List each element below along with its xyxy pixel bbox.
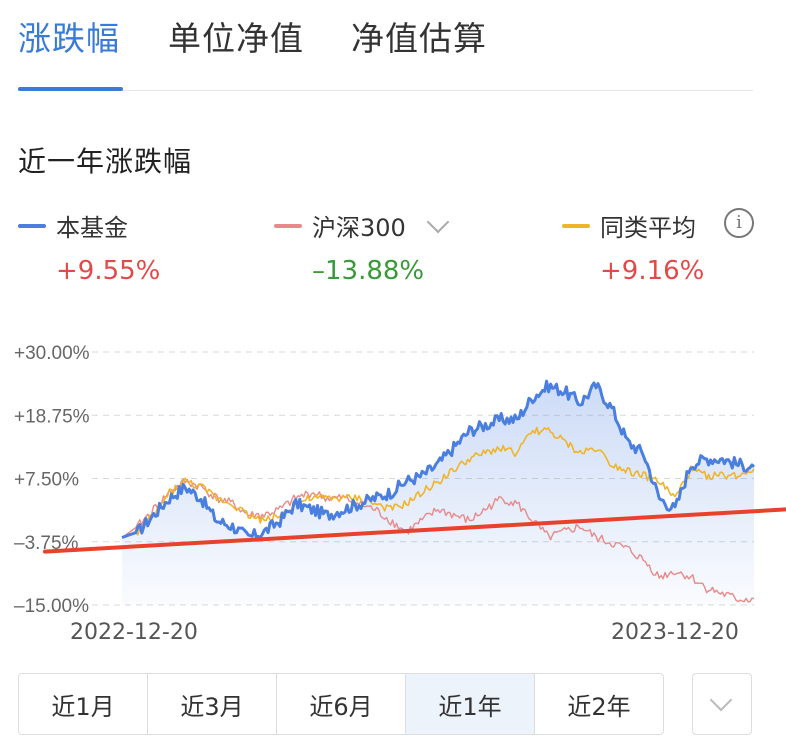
legend-label-fund: 本基金: [56, 214, 128, 242]
tab-change-rate[interactable]: 涨跌幅: [18, 19, 120, 58]
series-line-fund: [121, 379, 756, 539]
legend-item-category: 同类平均 i +9.16%: [562, 208, 762, 288]
chevron-down-icon: [709, 688, 733, 712]
range-1y-button[interactable]: 近1年: [406, 674, 535, 734]
y-tick-label: +7.50%: [14, 470, 79, 491]
range-1m-button[interactable]: 近1月: [19, 674, 148, 734]
legend-value-category: +9.16%: [600, 256, 705, 286]
y-tick-label: –15.00%: [14, 596, 89, 617]
legend-swatch-index: [274, 224, 302, 228]
fund-area-fill: [122, 381, 754, 605]
y-tick-label: –3.75%: [14, 533, 79, 554]
series-line-index: [121, 478, 755, 603]
legend-value-index: –13.88%: [312, 256, 425, 286]
more-ranges-dropdown[interactable]: [692, 673, 752, 735]
active-tab-indicator: [18, 87, 123, 91]
legend-value-fund: +9.55%: [56, 256, 161, 286]
x-axis-start-label: 2022-12-20: [70, 620, 198, 645]
y-tick-label: +30.00%: [14, 343, 90, 364]
range-2y-button[interactable]: 近2年: [567, 692, 631, 721]
tab-nav-estimate[interactable]: 净值估算: [351, 19, 487, 58]
range-selector: 近1月 近3月 近6月 近1年 近2年: [18, 673, 664, 735]
tab-bar: 涨跌幅 单位净值 净值估算: [18, 0, 753, 91]
legend-item-fund: 本基金 +9.55%: [18, 208, 218, 288]
legend-swatch-fund: [18, 224, 46, 228]
series-line-category: [121, 426, 755, 539]
legend-label-category: 同类平均: [600, 214, 696, 242]
section-title: 近一年涨跌幅: [18, 145, 193, 178]
legend-swatch-category: [562, 224, 590, 228]
chevron-down-icon[interactable]: [426, 210, 450, 234]
y-tick-label: +18.75%: [14, 406, 90, 427]
x-axis-end-label: 2023-12-20: [611, 620, 739, 645]
range-6m-button[interactable]: 近6月: [277, 674, 406, 734]
legend-item-index[interactable]: 沪深300 –13.88%: [274, 208, 494, 288]
legend-label-index: 沪深300: [312, 214, 406, 242]
line-chart: +30.00% +18.75% +7.50% –3.75% –15.00%: [14, 343, 786, 617]
tab-unit-nav[interactable]: 单位净值: [168, 19, 304, 58]
trend-line: [43, 507, 786, 554]
info-icon[interactable]: i: [724, 208, 754, 238]
range-3m-button[interactable]: 近3月: [148, 674, 277, 734]
